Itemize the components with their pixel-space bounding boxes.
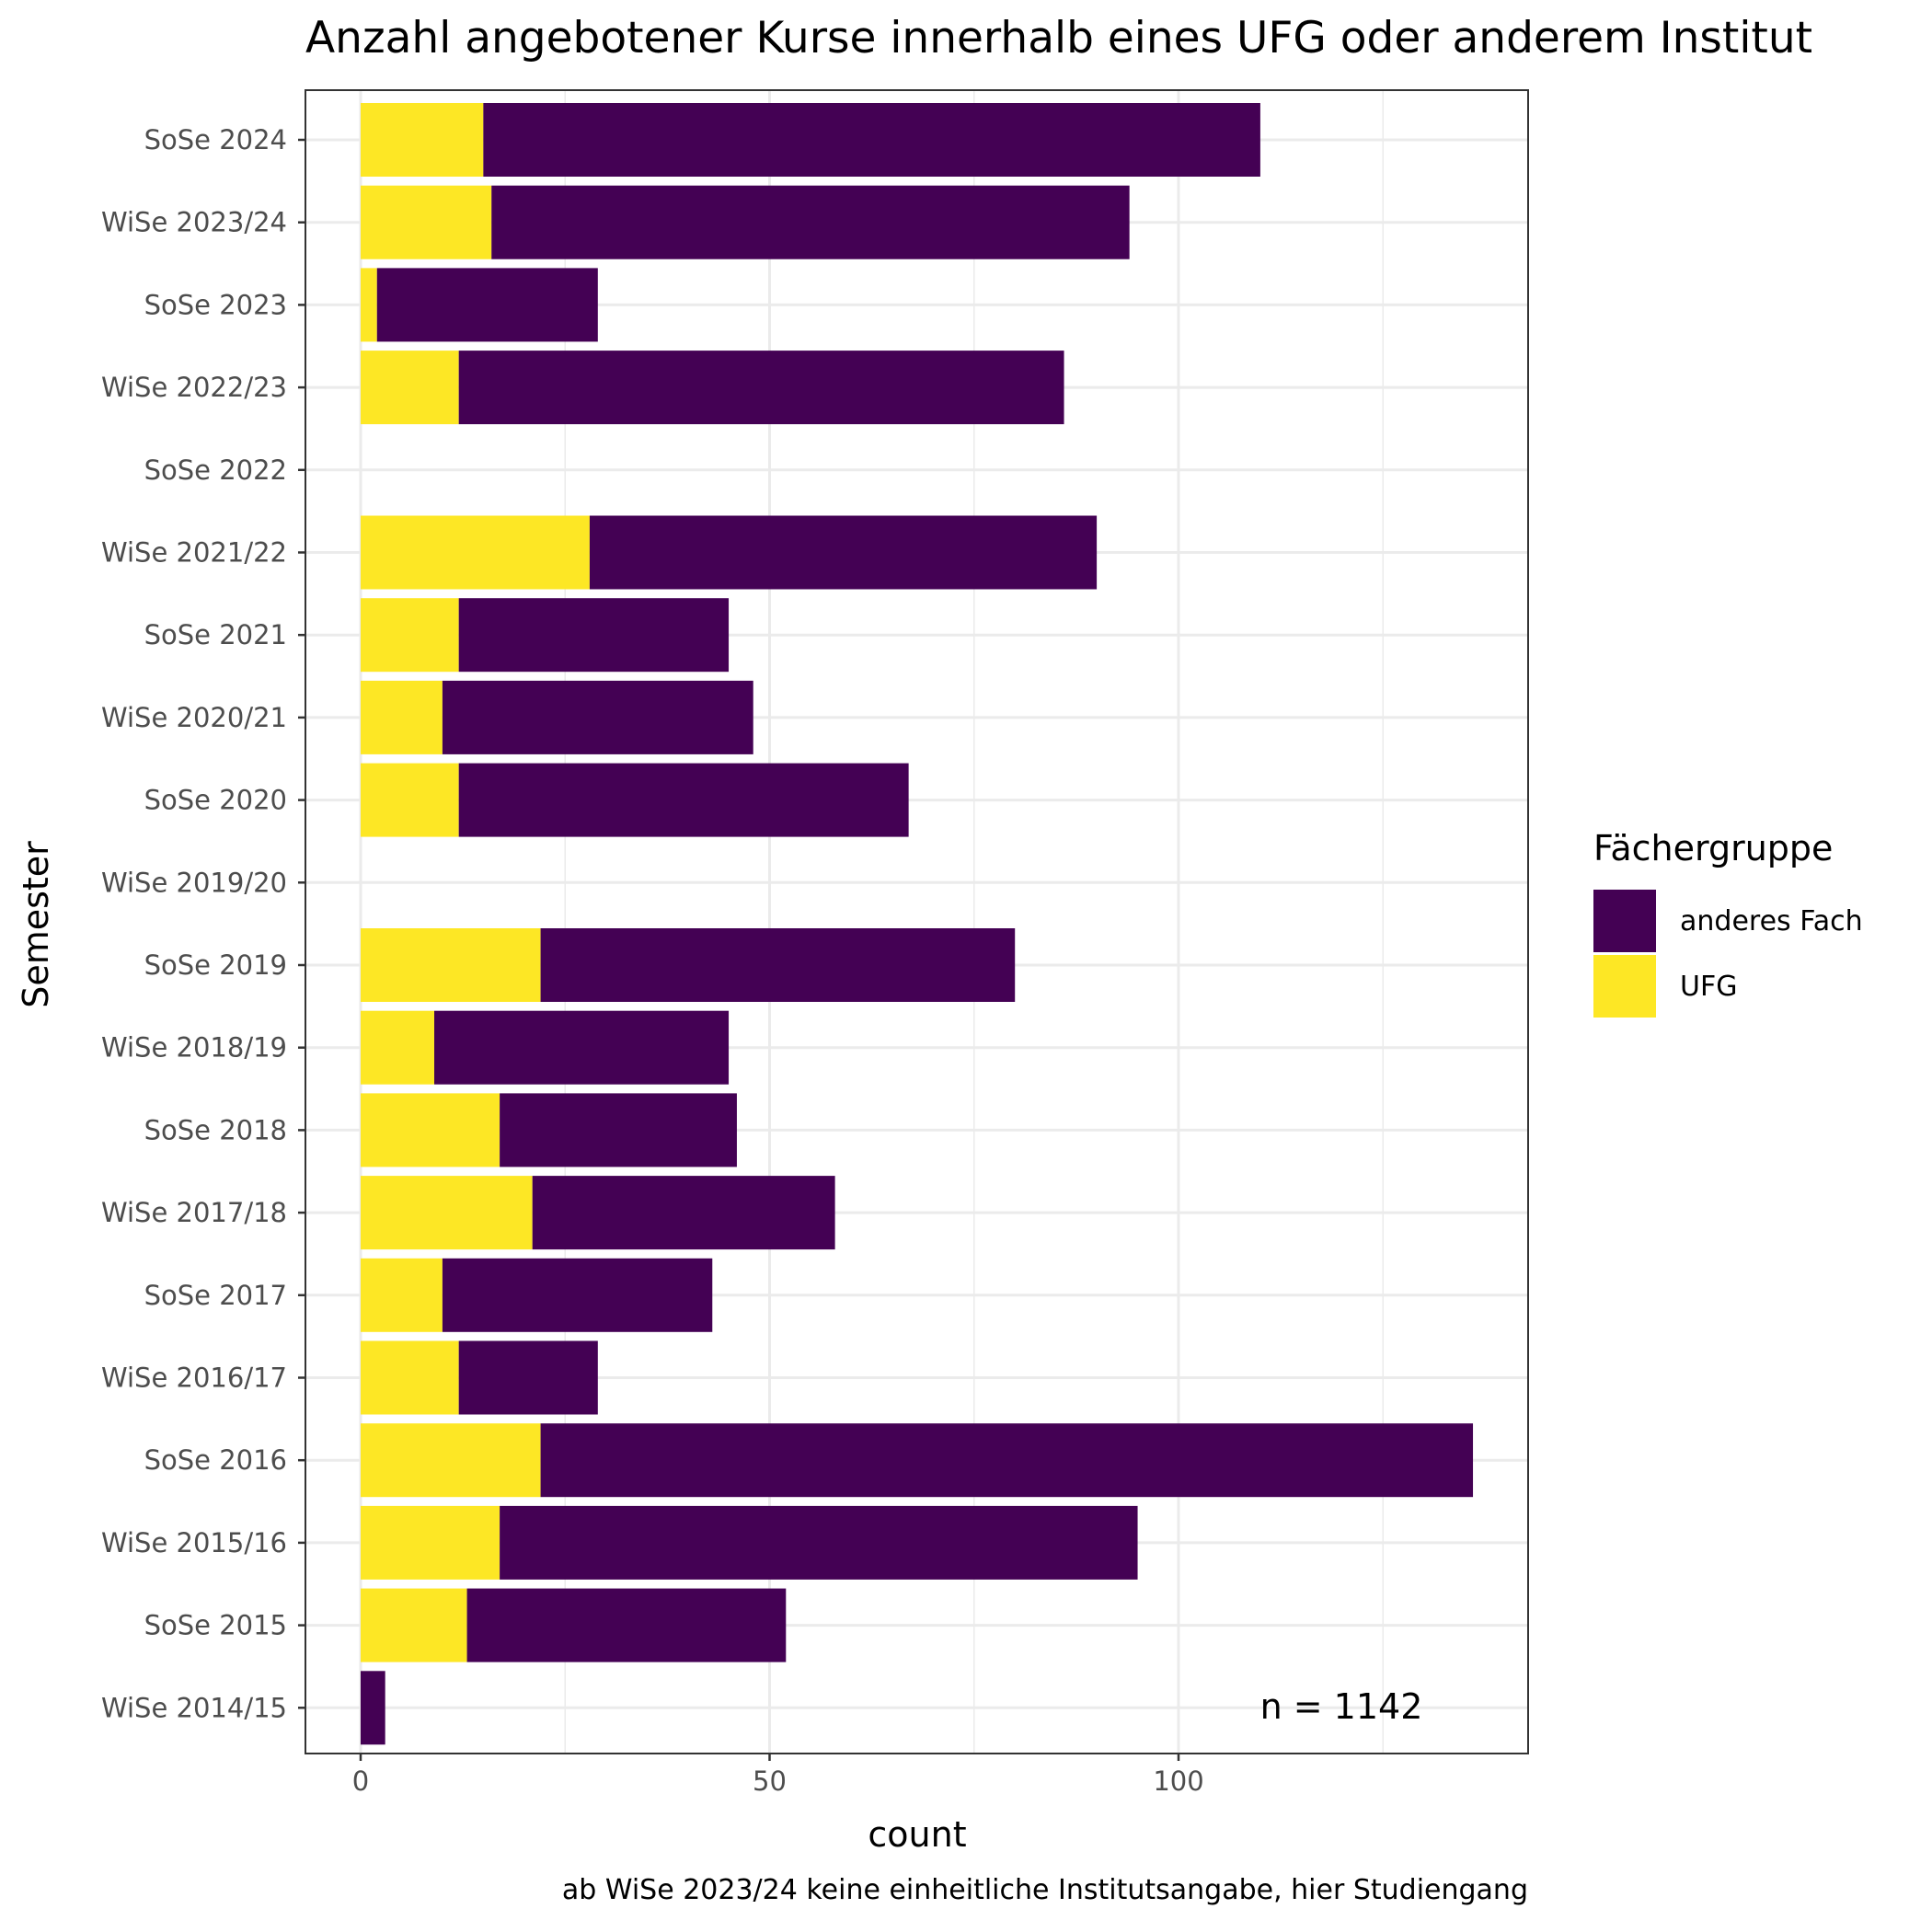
bar-ufg [361, 1340, 459, 1415]
legend-key [1593, 890, 1656, 952]
bar-anderes-fach [491, 185, 1130, 259]
y-tick-label: WiSe 2018/19 [101, 1032, 287, 1064]
bar-anderes-fach [458, 763, 909, 837]
bar-anderes-fach [442, 680, 753, 754]
bar-anderes-fach [483, 103, 1260, 177]
y-axis-title: Semester [16, 841, 56, 1008]
bar-ufg [361, 680, 443, 754]
legend-key [1593, 955, 1656, 1018]
bar-anderes-fach [540, 928, 1016, 1002]
bar-anderes-fach [540, 1423, 1474, 1498]
bar-ufg [361, 1505, 500, 1580]
y-tick-label: SoSe 2016 [144, 1444, 287, 1476]
bar-anderes-fach [442, 1258, 713, 1332]
bar-ufg [361, 1176, 533, 1250]
legend-label: anderes Fach [1680, 905, 1863, 937]
bar-anderes-fach [361, 1671, 385, 1745]
y-tick-label: SoSe 2021 [144, 619, 287, 650]
bars [361, 103, 1474, 1745]
y-axis: SoSe 2024 WiSe 2023/24 SoSe 2023 WiSe 2022/… [101, 124, 305, 1723]
bar-ufg [361, 1258, 443, 1332]
y-tick-label: SoSe 2018 [144, 1114, 287, 1145]
bar-anderes-fach [589, 515, 1098, 590]
y-tick-label: WiSe 2015/16 [101, 1527, 287, 1558]
bar-anderes-fach [434, 1010, 730, 1085]
y-tick-label: WiSe 2022/23 [101, 372, 287, 403]
y-tick-label: WiSe 2023/24 [101, 207, 287, 238]
y-tick-label: WiSe 2016/17 [101, 1363, 287, 1394]
x-axis: 0 50 100 [352, 1754, 1204, 1797]
chart-title: Anzahl angebotener Kurse innerhalb eines… [305, 13, 1812, 63]
bar-ufg [361, 185, 492, 259]
bar-anderes-fach [376, 268, 598, 342]
bar-ufg [361, 598, 459, 673]
bar-ufg [361, 103, 484, 177]
x-tick-label: 0 [352, 1765, 369, 1797]
bar-ufg [361, 515, 590, 590]
y-tick-label: WiSe 2014/15 [101, 1692, 287, 1723]
x-axis-title: count [868, 1814, 966, 1855]
y-tick-label: WiSe 2021/22 [101, 537, 287, 569]
legend-title: Fächergruppe [1593, 828, 1833, 868]
bar-ufg [361, 268, 377, 342]
y-tick-label: SoSe 2015 [144, 1610, 287, 1641]
bar-ufg [361, 763, 459, 837]
plot-panel-border [305, 89, 1529, 1754]
bar-anderes-fach [500, 1093, 737, 1167]
y-tick-label: WiSe 2020/21 [101, 702, 287, 733]
x-tick-label: 50 [753, 1765, 787, 1797]
x-tick-label: 100 [1153, 1765, 1203, 1797]
bar-ufg [361, 1588, 467, 1662]
n-annotation: n = 1142 [1260, 1686, 1423, 1727]
bar-ufg [361, 928, 541, 1002]
bar-ufg [361, 1423, 541, 1498]
bar-anderes-fach [458, 1340, 598, 1415]
bar-anderes-fach [458, 351, 1064, 425]
bar-anderes-fach [466, 1588, 787, 1662]
legend-label: UFG [1680, 971, 1737, 1003]
y-tick-label: SoSe 2019 [144, 949, 287, 981]
bar-ufg [361, 1010, 435, 1085]
bar-ufg [361, 1093, 500, 1167]
bar-anderes-fach [458, 598, 730, 673]
y-tick-label: WiSe 2019/20 [101, 867, 287, 898]
y-tick-label: SoSe 2023 [144, 289, 287, 320]
y-tick-label: SoSe 2017 [144, 1280, 287, 1311]
y-tick-label: SoSe 2022 [144, 454, 287, 486]
bar-anderes-fach [500, 1505, 1138, 1580]
y-tick-label: WiSe 2017/18 [101, 1197, 287, 1228]
chart-caption: ab WiSe 2023/24 keine einheitliche Insti… [562, 1874, 1528, 1906]
bar-anderes-fach [532, 1176, 835, 1250]
y-tick-label: SoSe 2020 [144, 785, 287, 816]
legend: Fächergruppe anderes Fach UFG [1593, 828, 1863, 1018]
y-tick-label: SoSe 2024 [144, 124, 287, 155]
bar-ufg [361, 351, 459, 425]
